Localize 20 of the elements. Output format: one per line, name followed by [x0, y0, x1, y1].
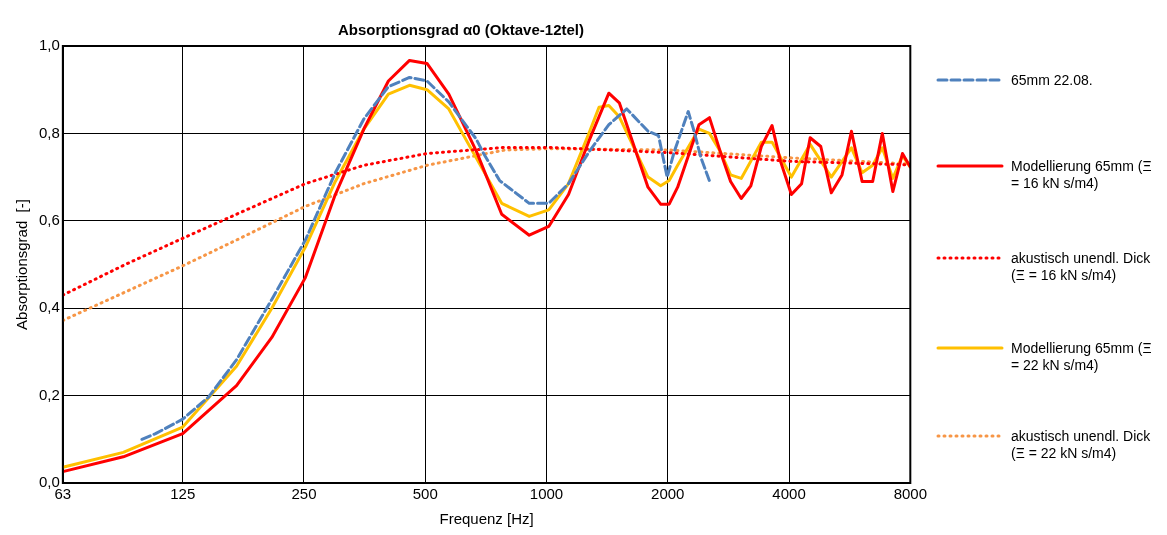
legend-label: akustisch unendl. Dick (Ξ = 16 kN s/m4) [1011, 250, 1152, 284]
y-tick-label: 0,6 [38, 210, 60, 228]
x-tick-label: 2000 [651, 485, 685, 503]
y-tick-label: 1,0 [38, 36, 60, 54]
legend-label: akustisch unendl. Dick (Ξ = 22 kN s/m4) [1011, 428, 1152, 462]
x-tick-label: 1000 [529, 485, 564, 503]
y-axis-title: Absorptionsgrad [-] [13, 199, 31, 330]
chart-title: Absorptionsgrad α0 (Oktave-12tel) [338, 21, 584, 39]
y-tick-label: 0,8 [38, 123, 60, 141]
legend-label: Modellierung 65mm (Ξ = 22 kN s/m4) [1011, 340, 1153, 374]
y-tick-label: 0,4 [38, 298, 60, 316]
x-tick-label: 250 [291, 485, 317, 503]
y-tick-label: 0,2 [38, 385, 60, 403]
x-tick-label: 8000 [893, 485, 927, 503]
x-axis-title: Frequenz [Hz] [439, 510, 534, 528]
x-tick-label: 125 [170, 485, 196, 503]
legend-label: 65mm 22.08. [1011, 72, 1094, 89]
legend-label: Modellierung 65mm (Ξ = 16 kN s/m4) [1011, 158, 1153, 192]
x-tick-label: 4000 [772, 485, 806, 503]
x-tick-label: 500 [412, 485, 438, 503]
